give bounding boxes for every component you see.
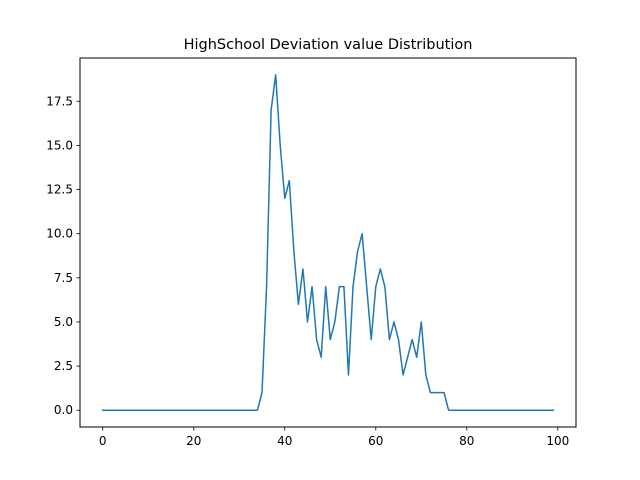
chart-title: HighSchool Deviation value Distribution [184,37,473,53]
y-tick-label: 12.5 [46,183,73,197]
y-tick-label: 17.5 [46,94,73,108]
y-tick-label: 10.0 [46,227,73,241]
x-tick-label: 20 [186,434,201,448]
x-tick-label: 80 [459,434,474,448]
x-tick-label: 0 [99,434,107,448]
y-tick-label: 15.0 [46,138,73,152]
x-tick-label: 40 [277,434,292,448]
series-line-0 [102,74,554,411]
y-axis: 0.0 2.5 5.0 7.5 10.0 12.5 15.0 17.5 [46,94,80,417]
y-tick-label: 5.0 [54,315,73,329]
y-tick-label: 7.5 [54,271,73,285]
plot-frame [79,57,577,428]
series-layer [102,74,554,411]
y-tick-label: 2.5 [54,359,73,373]
x-tick-label: 60 [368,434,383,448]
x-axis: 0 20 40 60 80 100 [99,427,569,448]
y-tick-label: 0.0 [54,403,73,417]
x-tick-label: 100 [546,434,569,448]
